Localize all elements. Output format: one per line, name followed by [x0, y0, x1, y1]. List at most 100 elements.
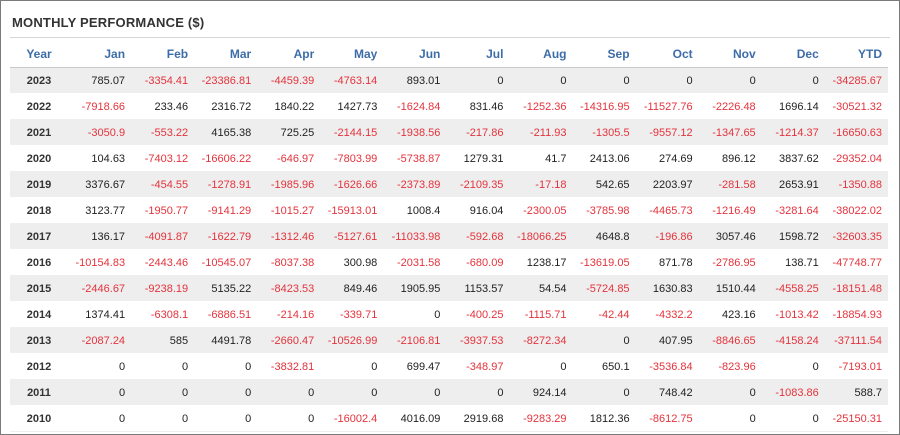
year-cell: 2017	[10, 223, 68, 250]
month-value-cell: -11527.76	[635, 93, 699, 120]
ytd-cell: -16650.63	[824, 119, 888, 146]
month-value-cell: -42.44	[572, 301, 636, 328]
month-value-cell: 3837.62	[761, 145, 825, 172]
month-value-cell: -3050.9	[68, 119, 132, 146]
month-value-cell: -8037.38	[257, 249, 321, 276]
month-value-cell: -1013.42	[761, 301, 825, 328]
month-value-cell: 407.95	[635, 327, 699, 354]
month-value-cell: -2031.58	[383, 249, 447, 276]
month-value-cell: 0	[68, 353, 132, 380]
month-value-cell: 650.1	[572, 353, 636, 380]
month-value-cell: -14316.95	[572, 93, 636, 120]
month-value-cell: -2226.48	[698, 93, 762, 120]
month-value-cell: 0	[131, 353, 195, 380]
year-cell: 2010	[10, 405, 68, 432]
year-cell: 2018	[10, 197, 68, 224]
month-value-cell: -8846.65	[698, 327, 762, 354]
month-value-cell: -8612.75	[635, 405, 699, 432]
monthly-performance-table: Year Jan Feb Mar Apr May Jun Jul Aug Sep Oct Nov Dec…	[10, 41, 888, 432]
month-value-cell: 896.12	[698, 145, 762, 172]
table-row: 2016 -10154.83 -2443.46 -10545.07 -8037.38 30…	[10, 249, 888, 276]
month-value-cell: 1153.57	[446, 275, 510, 302]
month-value-cell: -10526.99	[320, 327, 384, 354]
table-row: 2010 0 0 0 0 -16002.4 4016.09 2919.68 -9283.29 18…	[10, 405, 888, 432]
year-cell: 2021	[10, 119, 68, 146]
month-value-cell: -348.97	[446, 353, 510, 380]
ytd-cell: -47748.77	[824, 249, 888, 276]
month-value-cell: 0	[257, 405, 321, 432]
table-row: 2013 -2087.24 585 4491.78 -2660.47 -10526.99-…	[10, 327, 888, 354]
month-value-cell: 1905.95	[383, 275, 447, 302]
month-value-cell: 748.42	[635, 379, 699, 406]
month-value-cell: -23386.81	[194, 67, 258, 94]
month-value-cell: -10545.07	[194, 249, 258, 276]
month-value-cell: 2203.97	[635, 171, 699, 198]
ytd-cell: -1350.88	[824, 171, 888, 198]
month-value-cell: -11033.98	[383, 223, 447, 250]
month-value-cell: 4648.8	[572, 223, 636, 250]
month-value-cell: 849.46	[320, 275, 384, 302]
month-value-cell: 0	[698, 67, 762, 94]
month-value-cell: -4465.73	[635, 197, 699, 224]
month-value-cell: -1624.84	[383, 93, 447, 120]
month-value-cell: 0	[194, 405, 258, 432]
month-value-cell: -196.86	[635, 223, 699, 250]
month-value-cell: 2653.91	[761, 171, 825, 198]
month-value-cell: 0	[68, 405, 132, 432]
month-value-cell: 2413.06	[572, 145, 636, 172]
month-value-cell: 0	[320, 379, 384, 406]
month-value-cell: 300.98	[320, 249, 384, 276]
table-row: 2014 1374.41 -6308.1 -6886.51 -214.16 -339.71…	[10, 301, 888, 328]
month-value-cell: -217.86	[446, 119, 510, 146]
month-value-cell: 0	[761, 405, 825, 432]
month-value-cell: 274.69	[635, 145, 699, 172]
month-value-cell: -9283.29	[509, 405, 573, 432]
column-header-feb: Feb	[131, 41, 195, 68]
month-value-cell: -2144.15	[320, 119, 384, 146]
month-value-cell: -9238.19	[131, 275, 195, 302]
table-row: 2011 0 0 0 0 0 0 0 924.14 0 748.42 0 -1083.86 588.7	[10, 379, 888, 406]
ytd-cell: -32603.35	[824, 223, 888, 250]
month-value-cell: -2109.35	[446, 171, 510, 198]
year-cell: 2014	[10, 301, 68, 328]
month-value-cell: 4491.78	[194, 327, 258, 354]
month-value-cell: -2106.81	[383, 327, 447, 354]
ytd-cell: -29352.04	[824, 145, 888, 172]
month-value-cell: 0	[383, 301, 447, 328]
column-header-dec: Dec	[761, 41, 825, 68]
table-header-row: Year Jan Feb Mar Apr May Jun Jul Aug Sep Oct Nov Dec…	[10, 41, 888, 68]
month-value-cell: 1840.22	[257, 93, 321, 120]
month-value-cell: 0	[131, 405, 195, 432]
month-value-cell: -2786.95	[698, 249, 762, 276]
ytd-cell: -7193.01	[824, 353, 888, 380]
month-value-cell: -281.58	[698, 171, 762, 198]
month-value-cell: -7803.99	[320, 145, 384, 172]
month-value-cell: -4763.14	[320, 67, 384, 94]
column-header-oct: Oct	[635, 41, 699, 68]
month-value-cell: 0	[68, 379, 132, 406]
month-value-cell: 54.54	[509, 275, 573, 302]
month-value-cell: 785.07	[68, 67, 132, 94]
month-value-cell: 1510.44	[698, 275, 762, 302]
month-value-cell: 916.04	[446, 197, 510, 224]
month-value-cell: -1216.49	[698, 197, 762, 224]
month-value-cell: -454.55	[131, 171, 195, 198]
month-value-cell: -2446.67	[68, 275, 132, 302]
month-value-cell: 0	[635, 67, 699, 94]
month-value-cell: -2300.05	[509, 197, 573, 224]
month-value-cell: -2660.47	[257, 327, 321, 354]
month-value-cell: 0	[446, 67, 510, 94]
month-value-cell: 104.63	[68, 145, 132, 172]
month-value-cell: -4558.25	[761, 275, 825, 302]
month-value-cell: 0	[383, 379, 447, 406]
month-value-cell: -1083.86	[761, 379, 825, 406]
month-value-cell: -8423.53	[257, 275, 321, 302]
year-cell: 2011	[10, 379, 68, 406]
column-header-nov: Nov	[698, 41, 762, 68]
month-value-cell: -339.71	[320, 301, 384, 328]
year-cell: 2023	[10, 67, 68, 94]
year-cell: 2016	[10, 249, 68, 276]
month-value-cell: -2087.24	[68, 327, 132, 354]
month-value-cell: 4165.38	[194, 119, 258, 146]
